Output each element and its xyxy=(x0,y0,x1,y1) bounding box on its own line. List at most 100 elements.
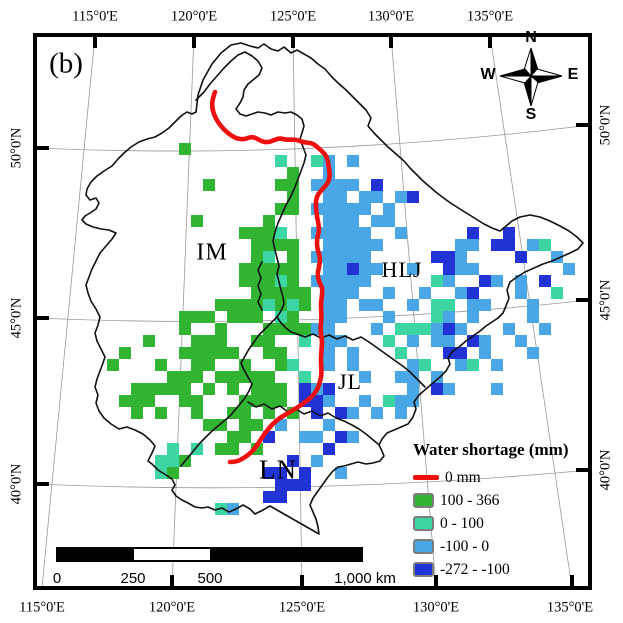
grid-cell xyxy=(335,227,347,239)
grid-cell xyxy=(407,335,419,347)
grid-cell xyxy=(359,263,371,275)
grid-cell xyxy=(287,239,299,251)
grid-cell xyxy=(191,407,203,419)
grid-cell xyxy=(275,491,287,503)
grid-cell xyxy=(263,491,275,503)
grid-cell xyxy=(203,179,215,191)
grid-cell xyxy=(263,467,275,479)
grid-cell xyxy=(275,383,287,395)
grid-cell xyxy=(251,251,263,263)
grid-cell xyxy=(107,359,119,371)
grid-cell xyxy=(503,239,515,251)
grid-cell xyxy=(263,263,275,275)
grid-cell xyxy=(371,263,383,275)
axis-label-left: 45°0'N xyxy=(8,297,25,339)
grid-cell xyxy=(263,287,275,299)
grid-cell xyxy=(335,191,347,203)
compass-north-label: N xyxy=(525,29,537,46)
grid-cell xyxy=(287,299,299,311)
grid-cell xyxy=(239,395,251,407)
grid-cell xyxy=(287,167,299,179)
grid-cell xyxy=(323,299,335,311)
axis-label-bottom: 125°0'E xyxy=(278,599,326,616)
grid-cell xyxy=(299,287,311,299)
grid-cell xyxy=(419,359,431,371)
grid-cell xyxy=(407,323,419,335)
grid-cell xyxy=(311,395,323,407)
grid-cell xyxy=(239,275,251,287)
grid-cell xyxy=(251,299,263,311)
grid-cell xyxy=(347,263,359,275)
grid-cell xyxy=(395,227,407,239)
grid-cell xyxy=(467,227,479,239)
grid-cell xyxy=(191,335,203,347)
grid-cell xyxy=(323,335,335,347)
grid-cell xyxy=(467,359,479,371)
grid-cell xyxy=(323,323,335,335)
grid-cell xyxy=(527,311,539,323)
legend-label: 100 - 366 xyxy=(440,491,500,509)
grid-cell xyxy=(251,227,263,239)
grid-cell xyxy=(263,335,275,347)
grid-cell xyxy=(347,239,359,251)
grid-cell xyxy=(347,431,359,443)
grid-cell xyxy=(239,419,251,431)
grid-cell xyxy=(167,455,179,467)
grid-cell xyxy=(323,311,335,323)
grid-cell xyxy=(431,383,443,395)
grid-cell xyxy=(371,191,383,203)
zero-mm-contour-line xyxy=(209,89,332,465)
grid-cell xyxy=(299,323,311,335)
grid-cell xyxy=(347,179,359,191)
compass-south-label: S xyxy=(525,106,537,123)
grid-cell xyxy=(263,395,275,407)
grid-cell xyxy=(179,311,191,323)
grid-cell xyxy=(263,251,275,263)
grid-cell xyxy=(287,311,299,323)
grid-cell xyxy=(527,299,539,311)
grid-cell xyxy=(467,263,479,275)
grid-cell xyxy=(407,263,419,275)
legend-row-zero-line: 0 mm xyxy=(413,466,613,489)
grid-cell xyxy=(527,347,539,359)
grid-cell xyxy=(227,299,239,311)
grid-cell xyxy=(227,311,239,323)
grid-cell xyxy=(155,455,167,467)
grid-cell xyxy=(491,359,503,371)
grid-cell xyxy=(275,203,287,215)
grid-cell xyxy=(323,359,335,371)
grid-cell xyxy=(239,371,251,383)
grid-cell xyxy=(239,299,251,311)
grid-cell xyxy=(443,311,455,323)
grid-cell xyxy=(239,407,251,419)
grid-cell xyxy=(347,203,359,215)
grid-cell xyxy=(131,395,143,407)
grid-cell xyxy=(251,395,263,407)
grid-cell xyxy=(263,347,275,359)
grid-cell xyxy=(443,335,455,347)
province-boundaries xyxy=(81,42,584,535)
grid-cell xyxy=(203,359,215,371)
grid-cell xyxy=(131,383,143,395)
grid-cell xyxy=(395,347,407,359)
grid-cell xyxy=(179,383,191,395)
grid-cell xyxy=(407,191,419,203)
grid-cell xyxy=(419,323,431,335)
grid-cell xyxy=(347,407,359,419)
grid-cell xyxy=(335,215,347,227)
grid-cell xyxy=(275,323,287,335)
grid-cell xyxy=(311,179,323,191)
grid-cell xyxy=(239,431,251,443)
grid-cell xyxy=(515,287,527,299)
grid-cell xyxy=(275,467,287,479)
grid-cell xyxy=(443,275,455,287)
grid-cell xyxy=(431,299,443,311)
grid-cell xyxy=(503,323,515,335)
grid-cell xyxy=(383,203,395,215)
grid-cell xyxy=(479,275,491,287)
legend-label: -100 - 0 xyxy=(440,537,490,555)
axis-label-left: 50°0'N xyxy=(8,127,25,169)
grid-cell xyxy=(479,335,491,347)
grid-cell xyxy=(323,203,335,215)
grid-cell xyxy=(251,419,263,431)
